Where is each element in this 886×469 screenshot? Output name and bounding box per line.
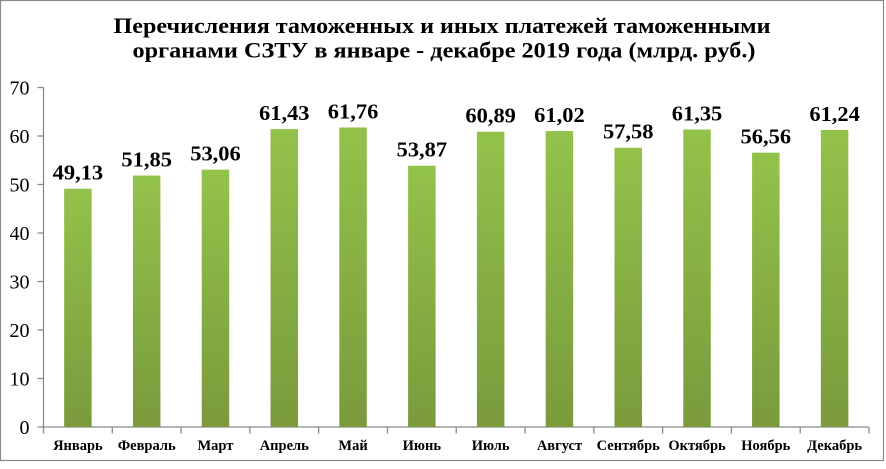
svg-text:Июль: Июль — [472, 438, 510, 454]
svg-text:56,56: 56,56 — [741, 124, 792, 148]
svg-text:61,24: 61,24 — [809, 102, 860, 126]
svg-text:61,35: 61,35 — [672, 101, 723, 125]
svg-text:20: 20 — [10, 320, 30, 342]
svg-text:Март: Март — [198, 438, 234, 454]
svg-text:53,87: 53,87 — [397, 138, 448, 162]
svg-text:Январь: Январь — [53, 438, 103, 454]
svg-text:Апрель: Апрель — [260, 438, 309, 454]
svg-text:51,85: 51,85 — [121, 147, 172, 171]
svg-text:40: 40 — [10, 223, 30, 245]
svg-text:60,89: 60,89 — [465, 103, 516, 127]
svg-text:61,76: 61,76 — [328, 99, 379, 123]
svg-text:30: 30 — [10, 271, 30, 293]
svg-text:Август: Август — [537, 438, 582, 454]
svg-text:57,58: 57,58 — [603, 120, 654, 144]
svg-text:Сентябрь: Сентябрь — [597, 438, 661, 454]
svg-text:61,43: 61,43 — [259, 101, 310, 125]
svg-text:49,13: 49,13 — [53, 161, 104, 185]
svg-text:50: 50 — [10, 174, 30, 196]
svg-text:70: 70 — [10, 77, 30, 99]
svg-text:0: 0 — [20, 417, 30, 439]
svg-text:10: 10 — [10, 368, 30, 390]
svg-text:Май: Май — [338, 438, 367, 454]
svg-text:Февраль: Февраль — [118, 438, 176, 454]
svg-text:Перечисления таможенных и иных: Перечисления таможенных и иных платежей … — [114, 13, 771, 38]
svg-text:60: 60 — [10, 126, 30, 148]
svg-text:Октябрь: Октябрь — [668, 438, 726, 454]
svg-text:Ноябрь: Ноябрь — [741, 438, 790, 454]
svg-text:Декабрь: Декабрь — [807, 438, 862, 454]
svg-text:53,06: 53,06 — [190, 141, 241, 165]
svg-text:Июнь: Июнь — [403, 438, 442, 454]
svg-text:органами СЗТУ в январе - декаб: органами СЗТУ в январе - декабре 2019 го… — [133, 38, 756, 63]
svg-text:61,02: 61,02 — [534, 103, 585, 127]
